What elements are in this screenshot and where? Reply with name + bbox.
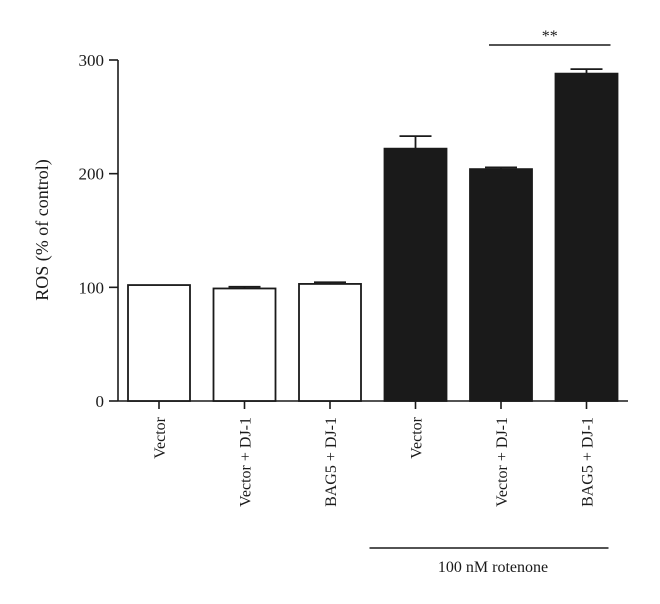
y-tick-label: 100 [79, 278, 105, 297]
significance-label: ** [542, 28, 558, 45]
y-tick-label: 200 [79, 165, 105, 184]
bar [127, 284, 191, 402]
bar [383, 147, 448, 402]
bar [298, 283, 362, 402]
bar [469, 168, 533, 402]
category-labels: Vector Vector + DJ-1 BAG5 + DJ-1 Vector Vect… [152, 416, 597, 507]
y-axis: 0 100 200 300 [79, 51, 119, 411]
category-label: BAG5 + DJ-1 [323, 417, 340, 507]
bar [212, 287, 277, 402]
y-tick-label: 300 [79, 51, 105, 70]
category-label: BAG5 + DJ-1 [580, 417, 597, 507]
category-label: Vector [409, 416, 426, 458]
category-label: Vector + DJ-1 [238, 417, 255, 507]
group-label: 100 nM rotenone [438, 559, 548, 576]
category-label: Vector + DJ-1 [494, 417, 511, 507]
category-label: Vector [152, 416, 169, 458]
y-tick-label: 0 [96, 392, 105, 411]
significance-annotation: ** [489, 28, 611, 46]
group-annotation: 100 nM rotenone [369, 547, 609, 576]
bars [127, 72, 619, 402]
bar [554, 72, 619, 402]
x-axis [118, 400, 628, 409]
error-bars [228, 68, 603, 289]
y-axis-title: ROS (% of control) [32, 159, 53, 300]
